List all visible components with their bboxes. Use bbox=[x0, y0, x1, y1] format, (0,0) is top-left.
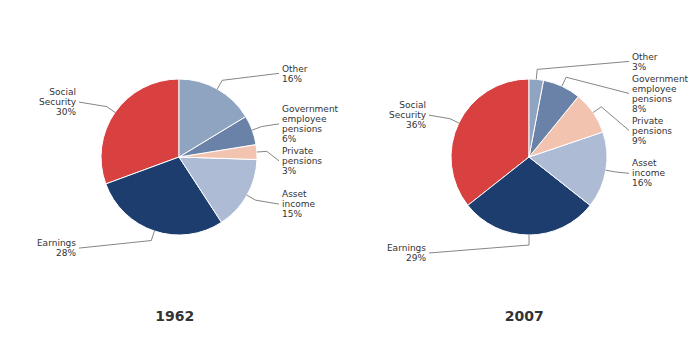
svg-text:Governmentemployeepensions6%: Governmentemployeepensions6% bbox=[282, 104, 339, 144]
svg-text:Privatepensions9%: Privatepensions9% bbox=[632, 116, 672, 146]
svg-text:Earnings28%: Earnings28% bbox=[37, 238, 76, 258]
svg-text:SocialSecurity30%: SocialSecurity30% bbox=[39, 87, 77, 117]
svg-text:Assetincome15%: Assetincome15% bbox=[282, 189, 315, 219]
svg-text:Governmentemployeepensions8%: Governmentemployeepensions8% bbox=[632, 74, 689, 114]
html-text:1962: 1962 bbox=[155, 308, 195, 324]
svg-text:Earnings29%: Earnings29% bbox=[387, 243, 426, 263]
svg-text:Other16%: Other16% bbox=[282, 64, 308, 84]
svg-text:Privatepensions3%: Privatepensions3% bbox=[282, 146, 322, 176]
svg-text:SocialSecurity36%: SocialSecurity36% bbox=[389, 100, 427, 130]
svg-text:Assetincome16%: Assetincome16% bbox=[632, 158, 665, 188]
html-text:2007: 2007 bbox=[504, 308, 544, 324]
svg-text:Other3%: Other3% bbox=[632, 52, 658, 72]
